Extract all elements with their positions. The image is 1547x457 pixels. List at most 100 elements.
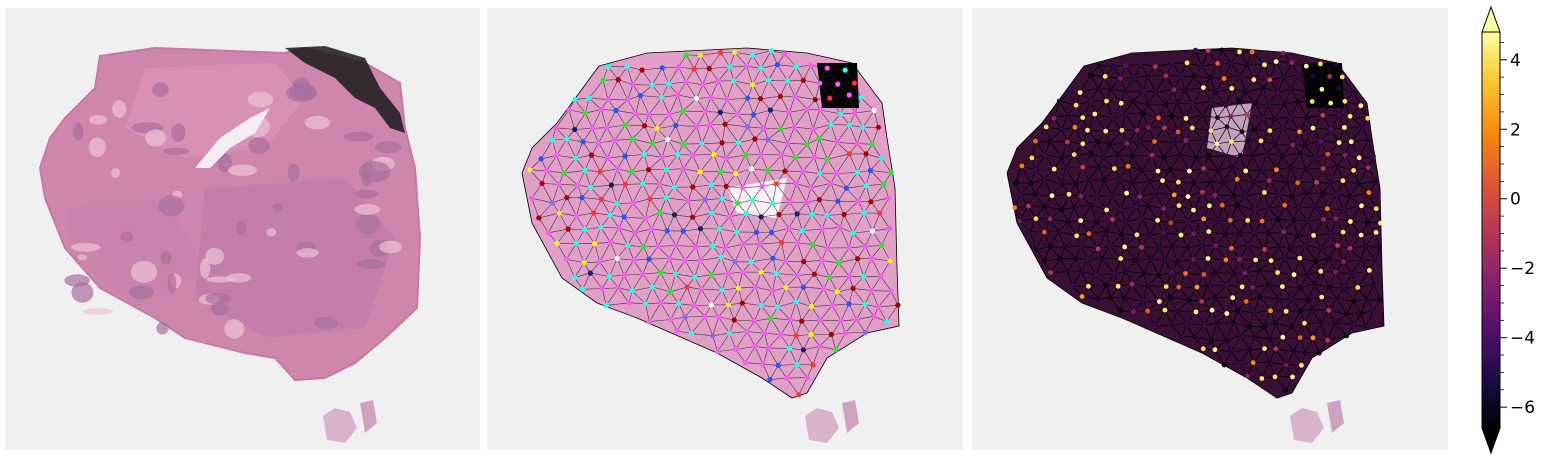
graph-edge <box>1189 286 1198 301</box>
graph-node <box>776 211 782 218</box>
graph-edge <box>1270 299 1280 312</box>
graph-edge <box>648 97 662 115</box>
graph-edge <box>1051 193 1070 197</box>
tissue-mask <box>1006 47 1385 399</box>
graph-edge <box>1021 165 1032 184</box>
cluster-graph-image <box>521 47 901 443</box>
graph-edge <box>1158 103 1166 119</box>
graph-node <box>615 77 621 83</box>
tissue-structure <box>236 221 247 235</box>
graph-edge <box>1239 259 1246 274</box>
graph-node <box>1212 270 1218 276</box>
graph-node <box>1206 229 1212 235</box>
graph-edge <box>1238 101 1248 115</box>
graph-node <box>1311 73 1316 79</box>
tissue-structure <box>73 122 84 141</box>
graph-edge <box>1344 205 1362 210</box>
graph-edge <box>729 331 748 334</box>
graph-node <box>1027 228 1033 234</box>
graph-node <box>887 225 893 231</box>
graph-edge <box>1045 126 1051 142</box>
graph-node <box>854 141 860 147</box>
graph-edge <box>812 228 823 245</box>
graph-edge <box>1297 235 1314 237</box>
graph-edge <box>602 80 609 100</box>
graph-edge <box>632 69 643 85</box>
graph-edge <box>776 183 791 203</box>
graph-edge <box>1231 232 1240 249</box>
graph-edge <box>563 172 578 186</box>
graph-node <box>1320 191 1326 197</box>
graph-edge <box>780 80 788 97</box>
graph-edge <box>624 155 633 173</box>
graph-edge <box>1131 170 1143 184</box>
graph-edge <box>789 183 797 203</box>
graph-edge <box>666 197 675 216</box>
graph-edge <box>777 306 791 320</box>
graph-edge <box>1245 287 1254 302</box>
graph-edge <box>746 331 756 347</box>
graph-node <box>1200 346 1206 352</box>
graph-edge <box>668 81 687 85</box>
graph-node <box>846 245 852 251</box>
graph-node <box>1265 102 1270 107</box>
graph-edge <box>761 305 778 308</box>
graph-edge <box>618 227 635 233</box>
graph-edge <box>1297 192 1308 209</box>
graph-edge <box>1176 103 1187 119</box>
graph-edge <box>721 124 726 143</box>
graph-node <box>1373 258 1378 263</box>
graph-edge <box>778 364 798 366</box>
graph-node <box>733 171 739 177</box>
graph-node <box>828 180 834 186</box>
graph-node <box>727 214 733 220</box>
graph-edge <box>743 232 757 245</box>
graph-node <box>629 288 635 294</box>
graph-node <box>1033 216 1039 222</box>
colorbar-extend-min <box>1481 427 1501 455</box>
graph-edge <box>1239 220 1248 233</box>
graph-edge <box>719 228 737 233</box>
graph-edge <box>1088 284 1107 287</box>
graph-edge <box>617 66 628 80</box>
graph-node <box>1333 269 1338 275</box>
graph-edge <box>1051 183 1063 196</box>
graph-node <box>697 258 703 264</box>
graph-node <box>1179 334 1185 340</box>
graph-edge <box>1143 113 1159 119</box>
graph-edge <box>1186 49 1196 64</box>
graph-edge <box>643 154 649 170</box>
graph-node <box>680 108 686 114</box>
graph-node <box>1365 115 1371 121</box>
graph-node <box>642 301 649 307</box>
graph-edge <box>725 173 737 187</box>
graph-node <box>727 330 733 336</box>
graph-edge <box>607 79 619 100</box>
graph-edge <box>1251 51 1265 66</box>
graph-edge <box>1361 205 1377 209</box>
graph-edge <box>1276 156 1283 170</box>
graph-node <box>1095 296 1101 302</box>
graph-edge <box>1136 218 1143 235</box>
graph-node <box>632 230 638 236</box>
graph-edge <box>1203 140 1209 157</box>
graph-node <box>778 332 784 338</box>
graph-node <box>564 195 570 201</box>
graph-node <box>719 140 725 146</box>
graph-edge <box>1187 244 1202 249</box>
graph-node <box>582 110 588 116</box>
graph-edge <box>721 273 729 291</box>
graph-edge <box>566 185 579 198</box>
graph-edge <box>1119 178 1127 194</box>
graph-edge <box>1349 105 1362 117</box>
graph-edge <box>1252 348 1265 363</box>
graph-node <box>612 137 618 143</box>
graph-node <box>1169 322 1175 328</box>
graph-edge <box>1274 322 1284 338</box>
graph-edge <box>840 94 850 114</box>
graph-node <box>734 200 741 206</box>
graph-edge <box>1286 181 1293 197</box>
tissue-structure <box>160 251 172 265</box>
graph-edge <box>1164 259 1172 273</box>
graph-edge <box>725 113 738 125</box>
